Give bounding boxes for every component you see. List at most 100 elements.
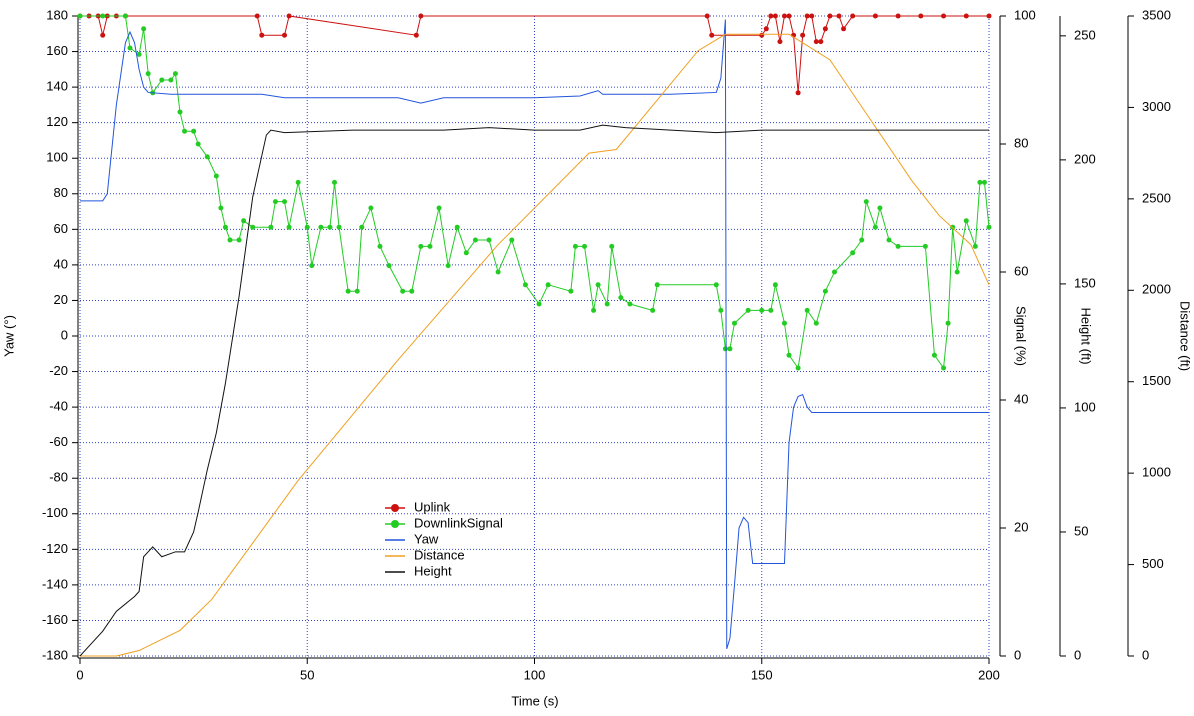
- series-marker: [800, 32, 806, 38]
- series-marker: [963, 218, 969, 224]
- series-marker: [804, 13, 810, 19]
- legend-label: Uplink: [414, 499, 451, 514]
- series-marker: [768, 307, 774, 313]
- y-tick-label: 180: [46, 7, 68, 22]
- x-tick-label: 100: [524, 667, 546, 682]
- y4-tick-label: 2500: [1142, 190, 1171, 205]
- series-marker: [354, 288, 360, 294]
- series-marker: [986, 224, 992, 230]
- signal-axis-label: Signal (%): [1014, 306, 1029, 366]
- series-marker: [759, 307, 765, 313]
- series-marker: [386, 263, 392, 269]
- series-marker: [168, 77, 174, 83]
- series-marker: [259, 32, 265, 38]
- series-marker: [522, 282, 528, 288]
- series-marker: [850, 13, 856, 19]
- y3-tick-label: 50: [1074, 523, 1088, 538]
- series-marker: [418, 13, 424, 19]
- series-marker: [745, 307, 751, 313]
- series-marker: [954, 269, 960, 275]
- series-marker: [863, 199, 869, 205]
- series-marker: [445, 263, 451, 269]
- x-tick-label: 150: [751, 667, 773, 682]
- x-tick-label: 50: [300, 667, 314, 682]
- series-marker: [822, 26, 828, 32]
- y-tick-label: 20: [54, 292, 68, 307]
- series-marker: [763, 26, 769, 32]
- y2-tick-label: 20: [1014, 519, 1028, 534]
- y-tick-label: -180: [42, 647, 68, 662]
- y-tick-label: -40: [49, 399, 68, 414]
- series-marker: [409, 288, 415, 294]
- series-marker: [195, 141, 201, 147]
- series-marker: [841, 26, 847, 32]
- series-marker: [813, 39, 819, 45]
- series-marker: [718, 307, 724, 313]
- series-marker: [568, 288, 574, 294]
- series-marker: [809, 13, 815, 19]
- series-marker: [332, 179, 338, 185]
- series-marker: [536, 301, 542, 307]
- y4-tick-label: 3000: [1142, 99, 1171, 114]
- x-tick-label: 200: [978, 667, 1000, 682]
- series-line: [80, 19, 989, 650]
- legend-label: Distance: [414, 547, 465, 562]
- y-tick-label: 120: [46, 114, 68, 129]
- series-marker: [886, 237, 892, 243]
- series-marker: [254, 13, 260, 19]
- series-marker: [872, 224, 878, 230]
- series-marker: [213, 173, 219, 179]
- y4-tick-label: 2000: [1142, 282, 1171, 297]
- y-tick-label: -160: [42, 612, 68, 627]
- series-marker: [731, 320, 737, 326]
- series-marker: [768, 13, 774, 19]
- series-marker: [781, 320, 787, 326]
- series-marker: [509, 237, 515, 243]
- series-marker: [650, 307, 656, 313]
- series-marker: [654, 282, 660, 288]
- y-tick-label: 40: [54, 256, 68, 271]
- series-marker: [282, 32, 288, 38]
- series-marker: [159, 77, 165, 83]
- series-marker: [963, 13, 969, 19]
- series-marker: [627, 301, 633, 307]
- series-line: [79, 124, 989, 657]
- series-marker: [100, 32, 106, 38]
- series-marker: [486, 237, 492, 243]
- series-marker: [895, 243, 901, 249]
- series-marker: [972, 243, 978, 249]
- series-marker: [895, 13, 901, 19]
- series-marker: [581, 243, 587, 249]
- y-tick-label: 140: [46, 79, 68, 94]
- series-marker: [418, 243, 424, 249]
- series-marker: [218, 205, 224, 211]
- y-tick-label: -100: [42, 505, 68, 520]
- series-marker: [877, 205, 883, 211]
- x-tick-label: 0: [76, 667, 83, 682]
- series-marker: [777, 39, 783, 45]
- y3-tick-label: 0: [1074, 647, 1081, 662]
- series-marker: [786, 352, 792, 358]
- series-marker: [591, 307, 597, 313]
- y-tick-label: 80: [54, 185, 68, 200]
- series-marker: [241, 218, 247, 224]
- series-line: [80, 15, 990, 370]
- series-marker: [227, 237, 233, 243]
- series-marker: [572, 243, 578, 249]
- y-tick-label: -80: [49, 470, 68, 485]
- series-marker: [941, 13, 947, 19]
- series-marker: [136, 51, 142, 57]
- series-marker: [818, 39, 824, 45]
- series-marker: [722, 346, 728, 352]
- series-marker: [941, 365, 947, 371]
- legend-label: DownlinkSignal: [414, 515, 503, 530]
- series-marker: [977, 179, 983, 185]
- series-marker: [704, 13, 710, 19]
- series-marker: [268, 224, 274, 230]
- series-marker: [836, 13, 842, 19]
- series-marker: [609, 243, 615, 249]
- series-marker: [850, 250, 856, 256]
- y-tick-label: 60: [54, 221, 68, 236]
- series-marker: [191, 128, 197, 134]
